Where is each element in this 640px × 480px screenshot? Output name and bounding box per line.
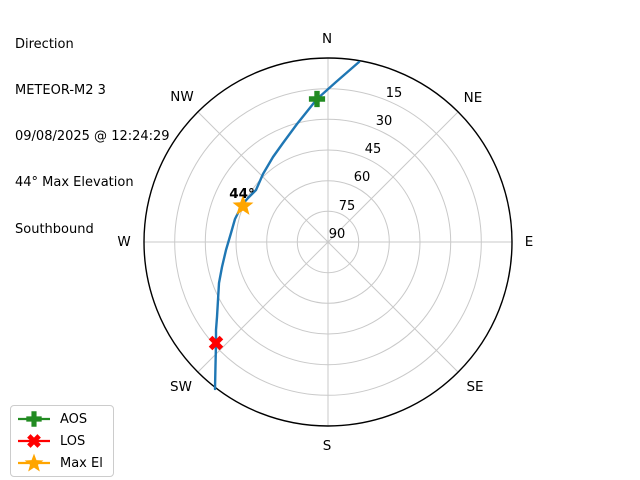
legend-label-los: LOS (60, 433, 86, 449)
max-el-annotation: 44° (229, 186, 255, 202)
compass-label-n: N (322, 31, 332, 47)
legend-item-aos: AOS (14, 408, 103, 430)
legend-item-maxel: Max El (14, 452, 103, 474)
compass-label-ne: NE (464, 90, 483, 106)
elevation-tick-labels: 15 30 45 60 75 90 (329, 86, 403, 242)
compass-label-se: SE (466, 379, 483, 395)
elevation-tick-90: 90 (329, 227, 346, 242)
compass-label-e: E (525, 234, 534, 250)
max-el-marker-star-icon (232, 195, 254, 215)
aos-plus-icon (18, 411, 50, 427)
legend: AOS LOS Max El (10, 405, 114, 477)
elevation-tick-30: 30 (376, 114, 393, 129)
horizon-ring (143, 57, 513, 427)
compass-label-s: S (323, 438, 332, 454)
elevation-tick-15: 15 (386, 86, 403, 101)
max-elevation-text: 44° Max Elevation (15, 175, 134, 191)
compass-label-w: W (117, 234, 130, 250)
legend-item-los: LOS (14, 430, 103, 452)
compass-labels: N NE E SE S SW W NW (117, 31, 533, 454)
pass-info-block: Direction METEOR-M2 3 09/08/2025 @ 12:24… (15, 6, 170, 268)
spoke-sw-ne (197, 111, 459, 373)
polar-grid (144, 58, 512, 426)
aos-marker-plus-icon (308, 90, 326, 108)
compass-label-sw: SW (170, 379, 192, 395)
pass-direction: Southbound (15, 221, 94, 237)
chart-title: Direction (15, 36, 74, 52)
elevation-tick-75: 75 (339, 199, 356, 214)
los-x-icon (18, 434, 50, 448)
los-marker-x-icon (208, 335, 224, 351)
legend-label-aos: AOS (60, 411, 88, 427)
legend-label-maxel: Max El (60, 455, 103, 471)
max-el-star-icon (18, 453, 50, 472)
pass-track-line (213, 60, 361, 391)
compass-label-nw: NW (170, 89, 193, 105)
elevation-tick-60: 60 (354, 170, 371, 185)
elevation-tick-45: 45 (365, 142, 382, 157)
pass-datetime: 09/08/2025 @ 12:24:29 (15, 129, 170, 145)
satellite-name: METEOR-M2 3 (15, 83, 106, 99)
